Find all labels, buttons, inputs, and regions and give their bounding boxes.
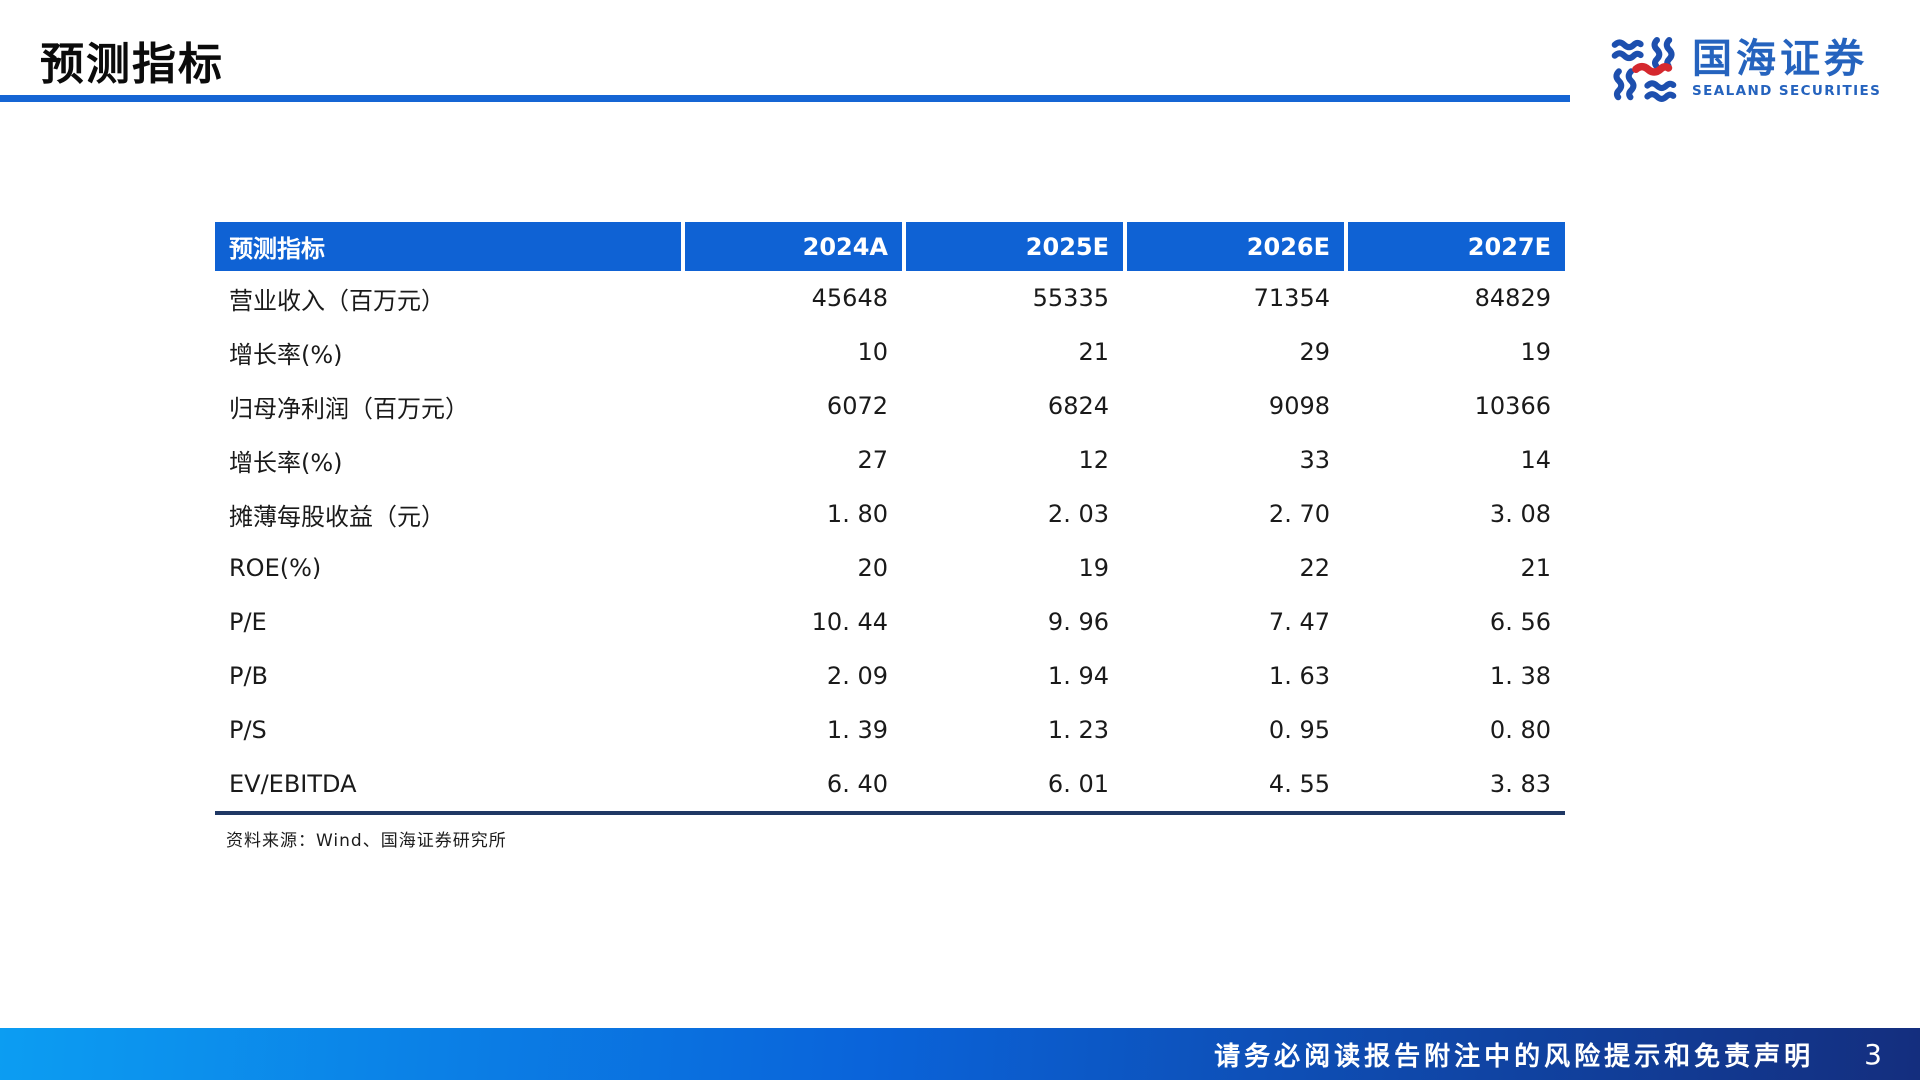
sealand-wave-seal-icon xyxy=(1611,37,1677,102)
row-value: 9. 96 xyxy=(1047,608,1109,636)
table-row: 营业收入（百万元） 45648 55335 71354 84829 xyxy=(215,271,1565,325)
row-value: 1. 23 xyxy=(1047,716,1109,744)
row-value: 10 xyxy=(857,338,888,366)
row-value: 1. 94 xyxy=(1047,662,1109,690)
page-title: 预测指标 xyxy=(40,39,224,90)
row-value: 1. 38 xyxy=(1489,662,1551,690)
row-value: 7. 47 xyxy=(1268,608,1330,636)
row-value: 3. 83 xyxy=(1489,770,1551,798)
header-cell-label: 预测指标 xyxy=(229,235,325,263)
table-row: 摊薄每股收益（元） 1. 80 2. 03 2. 70 3. 08 xyxy=(215,487,1565,541)
table-row: EV/EBITDA 6. 40 6. 01 4. 55 3. 83 xyxy=(215,757,1565,811)
footer-bar: 请务必阅读报告附注中的风险提示和免责声明 3 xyxy=(0,1028,1920,1080)
logo-name-en: SEALAND SECURITIES xyxy=(1692,83,1882,99)
row-value: 6. 56 xyxy=(1489,608,1551,636)
row-value: 29 xyxy=(1299,338,1330,366)
logo-wordmark: 国海证券 SEALAND SECURITIES xyxy=(1692,36,1881,99)
row-value: 6072 xyxy=(826,392,888,420)
row-value: 14 xyxy=(1520,446,1551,474)
title-underline-rule xyxy=(0,95,1570,102)
table-row: 增长率(%) 27 12 33 14 xyxy=(215,433,1565,487)
table-row: 归母净利润（百万元） 6072 6824 9098 10366 xyxy=(215,379,1565,433)
page-number: 3 xyxy=(1864,1037,1882,1071)
source-note: 资料来源：Wind、国海证券研究所 xyxy=(226,831,507,851)
row-value: 20 xyxy=(857,554,888,582)
row-label: 营业收入（百万元） xyxy=(229,286,445,315)
header-cell-year: 2026E xyxy=(1123,222,1344,271)
logo-name-cn: 国海证券 xyxy=(1692,36,1868,82)
row-value: 1. 39 xyxy=(826,716,888,744)
row-label: P/B xyxy=(229,662,269,690)
row-value: 27 xyxy=(857,446,888,474)
row-value: 55335 xyxy=(1032,284,1109,312)
row-value: 2. 70 xyxy=(1268,500,1330,528)
row-value: 21 xyxy=(1078,338,1109,366)
row-value: 21 xyxy=(1520,554,1551,582)
row-value: 45648 xyxy=(811,284,888,312)
row-value: 71354 xyxy=(1253,284,1330,312)
row-value: 33 xyxy=(1299,446,1330,474)
row-label: 摊薄每股收益（元） xyxy=(229,502,445,531)
row-value: 0. 95 xyxy=(1268,716,1330,744)
header-cell-year: 2025E xyxy=(902,222,1123,271)
row-value: 3. 08 xyxy=(1489,500,1551,528)
row-value: 10. 44 xyxy=(811,608,888,636)
row-label: 增长率(%) xyxy=(229,448,343,477)
header-cell-year: 2024A xyxy=(681,222,902,271)
row-value: 6. 01 xyxy=(1047,770,1109,798)
row-value: 19 xyxy=(1520,338,1551,366)
row-label: P/E xyxy=(229,608,267,636)
table-row: 增长率(%) 10 21 29 19 xyxy=(215,325,1565,379)
row-value: 12 xyxy=(1078,446,1109,474)
row-value: 2. 03 xyxy=(1047,500,1109,528)
header-cell-year: 2027E xyxy=(1344,222,1565,271)
row-label: P/S xyxy=(229,716,267,744)
table-row: ROE(%) 20 19 22 21 xyxy=(215,541,1565,595)
row-value: 22 xyxy=(1299,554,1330,582)
row-value: 4. 55 xyxy=(1268,770,1330,798)
table-header-row: 预测指标 2024A 2025E 2026E 2027E xyxy=(215,222,1565,271)
row-value: 84829 xyxy=(1474,284,1551,312)
company-logo: 国海证券 SEALAND SECURITIES xyxy=(1610,36,1881,104)
row-label: 归母净利润（百万元） xyxy=(229,394,469,423)
forecast-table: 预测指标 2024A 2025E 2026E 2027E 营业收入（百万元） 45648 5… xyxy=(215,222,1565,815)
row-label: EV/EBITDA xyxy=(229,770,357,798)
row-value: 1. 63 xyxy=(1268,662,1330,690)
row-value: 1. 80 xyxy=(826,500,888,528)
row-label: 增长率(%) xyxy=(229,340,343,369)
table-body: 营业收入（百万元） 45648 55335 71354 84829 增长率(%) 10 21 2… xyxy=(215,271,1565,815)
row-value: 10366 xyxy=(1474,392,1551,420)
row-value: 6824 xyxy=(1047,392,1109,420)
row-value: 0. 80 xyxy=(1489,716,1551,744)
footer-disclaimer: 请务必阅读报告附注中的风险提示和免责声明 xyxy=(1214,1041,1815,1072)
row-value: 2. 09 xyxy=(826,662,888,690)
row-value: 19 xyxy=(1078,554,1109,582)
table-row: P/B 2. 09 1. 94 1. 63 1. 38 xyxy=(215,649,1565,703)
row-value: 6. 40 xyxy=(826,770,888,798)
table-row: P/S 1. 39 1. 23 0. 95 0. 80 xyxy=(215,703,1565,757)
row-value: 9098 xyxy=(1268,392,1330,420)
row-label: ROE(%) xyxy=(229,554,322,582)
table-row: P/E 10. 44 9. 96 7. 47 6. 56 xyxy=(215,595,1565,649)
